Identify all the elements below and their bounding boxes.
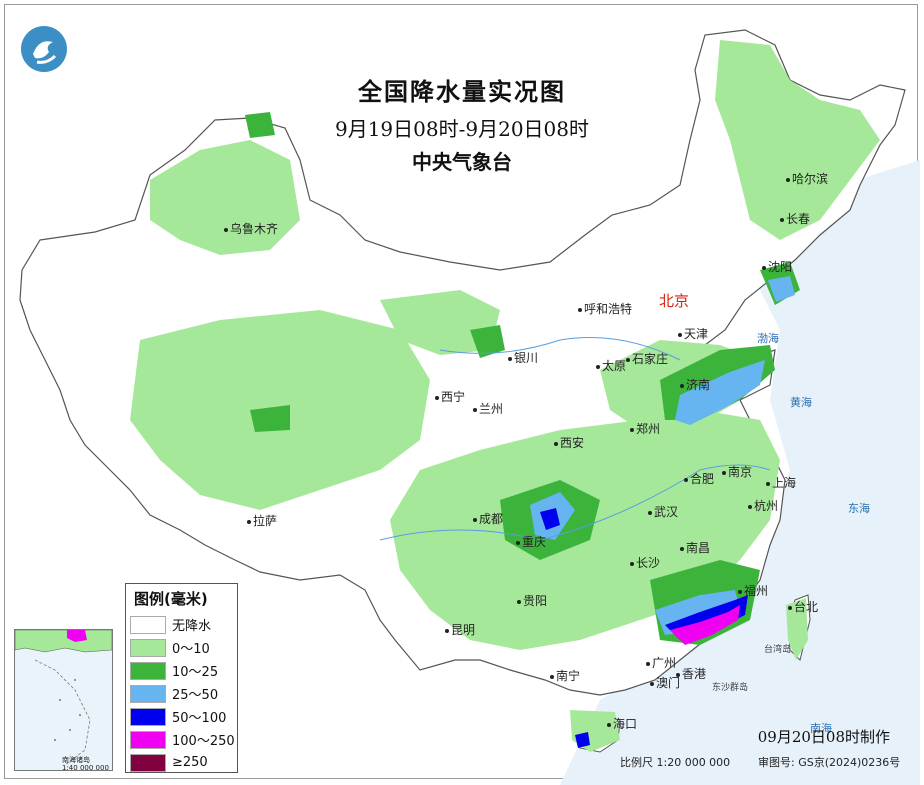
label-south-sea: 南海 bbox=[810, 722, 832, 735]
title-period: 9月19日08时-9月20日08时 bbox=[334, 117, 589, 141]
city-lhasa: 拉萨 bbox=[247, 512, 277, 529]
legend-item: 25～50 bbox=[126, 682, 237, 705]
city-nanchang: 南昌 bbox=[680, 539, 710, 556]
inset-map bbox=[15, 630, 112, 766]
legend-label: 25～50 bbox=[172, 688, 219, 703]
legend-label: 0～10 bbox=[172, 642, 210, 657]
city-shanghai: 上海 bbox=[766, 474, 796, 491]
inset-caption-scale: 1:40 000 000 bbox=[62, 764, 109, 772]
city-haikou: 海口 bbox=[607, 715, 637, 732]
city-zhengzhou: 郑州 bbox=[630, 420, 660, 437]
legend-item: 50～100 bbox=[126, 705, 237, 728]
inset-caption-name: 南海诸岛 bbox=[62, 756, 90, 764]
city-fuzhou: 福州 bbox=[738, 582, 768, 599]
south-china-sea-inset bbox=[14, 629, 113, 771]
label-dongsha: 东沙群岛 bbox=[712, 683, 749, 693]
label-east-sea: 东海 bbox=[848, 502, 870, 515]
sea-area bbox=[560, 160, 920, 785]
legend-title: 图例(毫米) bbox=[134, 590, 208, 608]
review-number: 审图号: GS京(2024)0236号 bbox=[758, 756, 901, 769]
city-nanjing: 南京 bbox=[722, 463, 752, 480]
title-main: 全国降水量实况图 bbox=[358, 78, 566, 106]
city-beijing: 北京 bbox=[659, 292, 690, 310]
city-yinchuan: 银川 bbox=[508, 349, 538, 366]
legend-swatch bbox=[130, 753, 166, 772]
city-chongqing: 重庆 bbox=[516, 533, 546, 550]
city-xian: 西安 bbox=[554, 434, 584, 451]
inset-caption: 南海诸岛 1:40 000 000 bbox=[62, 756, 109, 772]
city-hangzhou: 杭州 bbox=[748, 497, 778, 514]
cma-logo-icon bbox=[21, 26, 67, 72]
legend-swatch bbox=[130, 707, 166, 726]
city-shenyang: 沈阳 bbox=[762, 258, 792, 275]
city-hongkong: 香港 bbox=[676, 665, 706, 682]
city-taipei: 台北 bbox=[788, 598, 818, 615]
label-taiwan-island: 台湾岛 bbox=[764, 645, 792, 655]
legend-label: ≥250 bbox=[172, 755, 208, 770]
city-taiyuan: 太原 bbox=[596, 357, 626, 374]
legend-item: 无降水 bbox=[126, 613, 237, 636]
title-issuer: 中央气象台 bbox=[412, 150, 512, 174]
city-guangzhou: 广州 bbox=[646, 654, 676, 671]
legend-label: 100～250 bbox=[172, 734, 235, 749]
legend-swatch bbox=[130, 730, 166, 749]
city-xining: 西宁 bbox=[435, 388, 465, 405]
city-changchun: 长春 bbox=[780, 210, 810, 227]
city-nanning: 南宁 bbox=[550, 667, 580, 684]
legend-item: 100～250 bbox=[126, 728, 237, 751]
city-tianjin: 天津 bbox=[678, 325, 708, 342]
city-urumqi: 乌鲁木齐 bbox=[224, 220, 278, 237]
rain-100-250 bbox=[670, 605, 740, 645]
city-wuhan: 武汉 bbox=[648, 503, 678, 520]
city-macau: 澳门 bbox=[650, 674, 680, 691]
label-bohai: 渤海 bbox=[757, 332, 779, 345]
city-hefei: 合肥 bbox=[684, 470, 714, 487]
legend-swatch bbox=[130, 615, 166, 634]
legend-item: 0～10 bbox=[126, 636, 237, 659]
city-kunming: 昆明 bbox=[445, 621, 475, 638]
made-time: 09月20日08时制作 bbox=[757, 728, 890, 746]
city-lanzhou: 兰州 bbox=[473, 400, 503, 417]
legend-item: ≥250 bbox=[126, 751, 237, 774]
city-hohhot: 呼和浩特 bbox=[578, 300, 632, 317]
city-guiyang: 贵阳 bbox=[517, 592, 547, 609]
legend: 图例(毫米) 无降水 0～10 10～25 25～50 50～100 100～2… bbox=[125, 583, 238, 773]
legend-label: 10～25 bbox=[172, 665, 219, 680]
yellow-river bbox=[439, 337, 681, 361]
rain-0-10 bbox=[130, 40, 880, 752]
city-harbin: 哈尔滨 bbox=[786, 170, 828, 187]
city-shijiazhuang: 石家庄 bbox=[626, 350, 668, 367]
city-changsha: 长沙 bbox=[630, 554, 660, 571]
city-chengdu: 成都 bbox=[473, 510, 503, 527]
legend-label: 无降水 bbox=[172, 619, 212, 634]
legend-label: 50～100 bbox=[172, 711, 227, 726]
map-title: 全国降水量实况图 9月19日08时-9月20日08时 中央气象台 bbox=[0, 72, 924, 175]
legend-swatch bbox=[130, 661, 166, 680]
city-jinan: 济南 bbox=[680, 376, 710, 393]
label-yellow-sea: 黄海 bbox=[790, 396, 812, 409]
legend-swatch bbox=[130, 684, 166, 703]
scale-text: 比例尺 1:20 000 000 bbox=[620, 756, 731, 769]
legend-item: 10～25 bbox=[126, 659, 237, 682]
yangtze-river bbox=[379, 464, 771, 541]
legend-swatch bbox=[130, 638, 166, 657]
